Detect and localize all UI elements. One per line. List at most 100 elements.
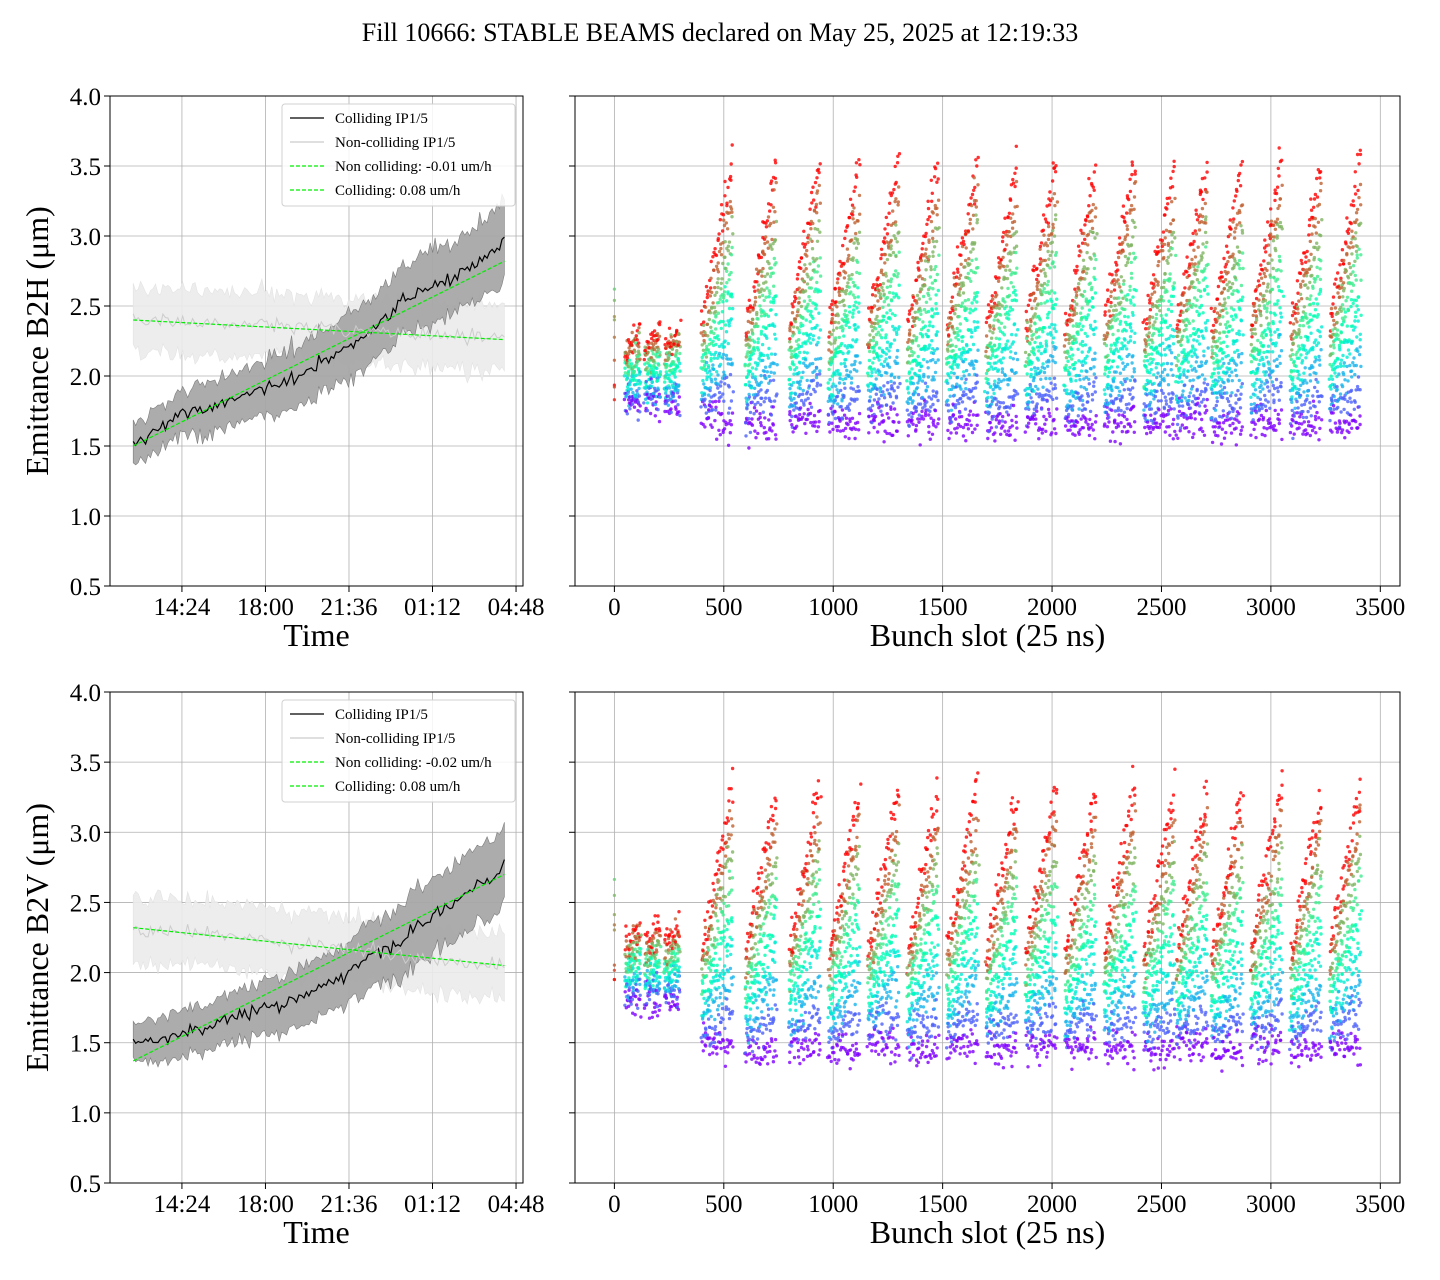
scatter-point (880, 336, 884, 340)
scatter-point (671, 360, 676, 364)
scatter-point (1192, 327, 1196, 331)
scatter-point (1149, 413, 1153, 417)
scatter-point (1188, 406, 1193, 410)
scatter-point (1091, 185, 1096, 189)
scatter-point (857, 271, 862, 276)
scatter-point (1051, 226, 1056, 230)
scatter-point (1164, 313, 1168, 317)
fit-line (132, 260, 505, 447)
scatter-point (927, 424, 931, 429)
scatter-point (1003, 325, 1007, 329)
scatter-point (1187, 430, 1191, 434)
scatter-point (764, 376, 768, 381)
scatter-point (1024, 309, 1029, 314)
scatter-point (1142, 359, 1147, 363)
scatter-point (987, 429, 991, 434)
scatter-point (970, 330, 974, 335)
scatter-point (806, 233, 811, 237)
scatter-point (1027, 400, 1031, 404)
scatter-point (1150, 315, 1155, 319)
scatter-point (637, 331, 641, 335)
scatter-point (922, 357, 926, 362)
scatter-point (1161, 391, 1165, 395)
scatter-point (1119, 289, 1123, 293)
scatter-point (1163, 236, 1167, 240)
scatter-point (929, 267, 933, 272)
scatter-point (1069, 379, 1073, 383)
scatter-point (1159, 326, 1163, 330)
scatter-point (752, 348, 757, 352)
scatter-point (805, 248, 809, 253)
scatter-point (1000, 419, 1004, 423)
scatter-point (1093, 277, 1097, 282)
scatter-point (847, 305, 852, 309)
scatter-point (1132, 195, 1137, 199)
scatter-point (721, 296, 726, 300)
scatter-point (964, 246, 968, 250)
scatter-point (1051, 261, 1055, 265)
scatter-point (1213, 425, 1218, 429)
scatter-point (967, 257, 971, 261)
scatter-point (1042, 414, 1046, 419)
scatter-point (748, 430, 753, 435)
scatter-point (829, 332, 834, 337)
scatter-point (720, 229, 725, 233)
scatter-point (1115, 317, 1120, 321)
scatter-point (879, 247, 884, 251)
scatter-point (971, 363, 975, 367)
scatter-point (1169, 362, 1174, 366)
scatter-point (971, 227, 975, 231)
scatter-point (623, 366, 627, 370)
scatter-point (1200, 363, 1204, 368)
scatter-point (1226, 379, 1231, 383)
scatter-point (952, 330, 956, 334)
scatter-point (1123, 344, 1127, 348)
scatter-point (891, 291, 895, 295)
scatter-point (998, 313, 1003, 317)
scatter-point (1227, 374, 1232, 378)
scatter-point (818, 408, 822, 413)
scatter-point (874, 327, 878, 331)
scatter-point (1179, 398, 1184, 403)
scatter-point (730, 245, 734, 250)
scatter-point (930, 281, 935, 285)
scatter-point (1152, 381, 1156, 386)
scatter-point (889, 342, 893, 346)
scatter-point (887, 349, 891, 353)
scatter-point (924, 389, 928, 393)
scatter-point (1158, 380, 1163, 385)
scatter-point (709, 341, 714, 345)
scatter-point (634, 334, 638, 338)
scatter-point (630, 330, 634, 335)
scatter-point (770, 237, 774, 242)
scatter-point (1167, 249, 1171, 253)
scatter-point (636, 418, 640, 422)
scatter-point (1000, 304, 1004, 308)
scatter-point (916, 392, 921, 397)
scatter-point (1001, 255, 1005, 260)
scatter-point (949, 316, 953, 320)
scatter-point (1212, 336, 1216, 340)
scatter-point (910, 339, 915, 343)
scatter-point (1201, 197, 1205, 202)
scatter-point (932, 245, 937, 249)
scatter-point (888, 284, 893, 288)
scatter-point (1205, 170, 1209, 174)
scatter-point (1196, 396, 1200, 400)
scatter-point (1008, 433, 1012, 437)
scatter-point (1222, 297, 1227, 301)
scatter-point (1034, 384, 1038, 389)
scatter-point (651, 391, 656, 396)
scatter-point (830, 404, 835, 408)
scatter-point (818, 201, 822, 205)
scatter-point (811, 338, 815, 342)
scatter-point (1085, 215, 1090, 219)
scatter-point (1128, 284, 1132, 289)
scatter-point (1093, 236, 1097, 240)
scatter-point (1000, 367, 1005, 371)
scatter-point (657, 334, 662, 338)
scatter-point (761, 410, 765, 414)
scatter-point (1123, 379, 1127, 384)
scatter-point (650, 336, 654, 341)
scatter-point (1046, 407, 1051, 412)
